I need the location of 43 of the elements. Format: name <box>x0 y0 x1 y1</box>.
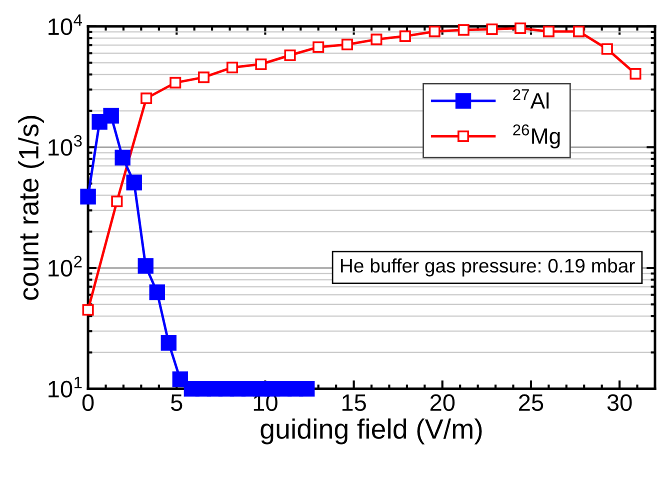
point <box>170 76 182 88</box>
point <box>284 49 296 62</box>
y-tick-label: 10$^{3}$ <box>48 134 82 156</box>
x-tick-label: 20 <box>430 394 455 412</box>
x-tick-label: 0 <box>82 394 94 412</box>
legend-label: $^{26}$Mg <box>513 124 560 148</box>
point <box>601 43 613 55</box>
point <box>149 284 165 300</box>
point <box>428 26 440 38</box>
x-tick-label: 5 <box>171 394 182 412</box>
legend-label: $^{27}$Al <box>513 89 549 109</box>
y-axis-title: count rate (1/s) <box>18 116 44 300</box>
y-tick-label: 10$^{1}$ <box>48 376 82 398</box>
y-tick-label: 10$^{4}$ <box>48 14 82 36</box>
point <box>126 174 142 190</box>
point <box>114 150 130 166</box>
point <box>140 92 152 104</box>
point <box>370 34 382 46</box>
point <box>226 62 238 74</box>
point <box>138 258 154 274</box>
x-tick-label: 25 <box>519 394 544 412</box>
point <box>399 30 411 42</box>
point <box>542 26 554 38</box>
point <box>514 22 526 34</box>
point <box>312 41 324 53</box>
point <box>630 68 642 80</box>
x-axis-title: guiding field (V/m) <box>260 418 482 444</box>
point <box>573 26 585 38</box>
point <box>255 58 267 70</box>
point <box>80 188 96 204</box>
point <box>341 38 354 50</box>
point <box>198 72 210 84</box>
point <box>103 108 119 124</box>
point <box>299 380 315 397</box>
point <box>160 335 177 351</box>
y-tick-label: 10$^{2}$ <box>48 256 82 277</box>
point <box>82 304 94 316</box>
point <box>458 24 470 36</box>
annotation: He buffer gas pressure: 0.19 mbar <box>340 258 635 276</box>
point <box>486 23 498 35</box>
x-tick-label: 30 <box>607 394 632 412</box>
x-tick-label: 15 <box>342 394 366 412</box>
point <box>111 196 123 208</box>
